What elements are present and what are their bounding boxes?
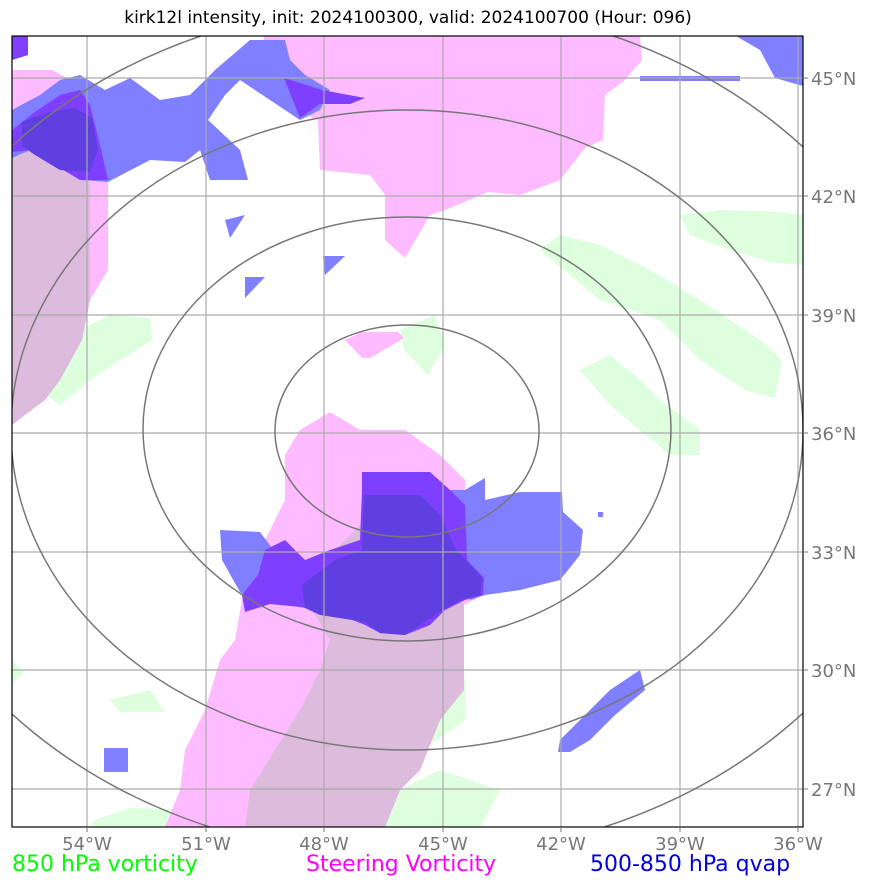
lon-label: 42°W [536,834,586,855]
lon-label: 54°W [62,834,112,855]
latitude-labels: 27°N 30°N 33°N 36°N 39°N 42°N 45°N [811,69,856,801]
legend-qvap: 500-850 hPa qvap [590,852,791,877]
graticule [12,36,803,827]
lat-label: 39°N [811,306,856,327]
lat-label: 30°N [811,661,856,682]
range-ring-2 [142,216,672,642]
lon-label: 45°W [418,834,468,855]
lat-label: 36°N [811,424,856,445]
lon-label: 39°W [655,834,705,855]
lat-label: 45°N [811,69,856,90]
range-ring-3 [12,109,803,751]
longitude-labels: 54°W 51°W 48°W 45°W 42°W 39°W 36°W [62,834,823,855]
legend-steering-vorticity: Steering Vorticity [306,852,497,877]
lon-label: 51°W [181,834,231,855]
lat-label: 42°N [811,187,856,208]
map-title: kirk12l intensity, init: 2024100300, val… [124,8,692,28]
deep-overlap-field [22,108,482,635]
lon-label: 36°W [773,834,823,855]
tick-marks [86,77,808,832]
legend-850-vorticity: 850 hPa vorticity [12,852,198,877]
lat-label: 33°N [811,543,856,564]
lon-label: 48°W [299,834,349,855]
map-frame [11,35,804,828]
range-rings [12,36,803,827]
lat-label: 27°N [811,780,856,801]
range-ring-1 [274,324,540,538]
